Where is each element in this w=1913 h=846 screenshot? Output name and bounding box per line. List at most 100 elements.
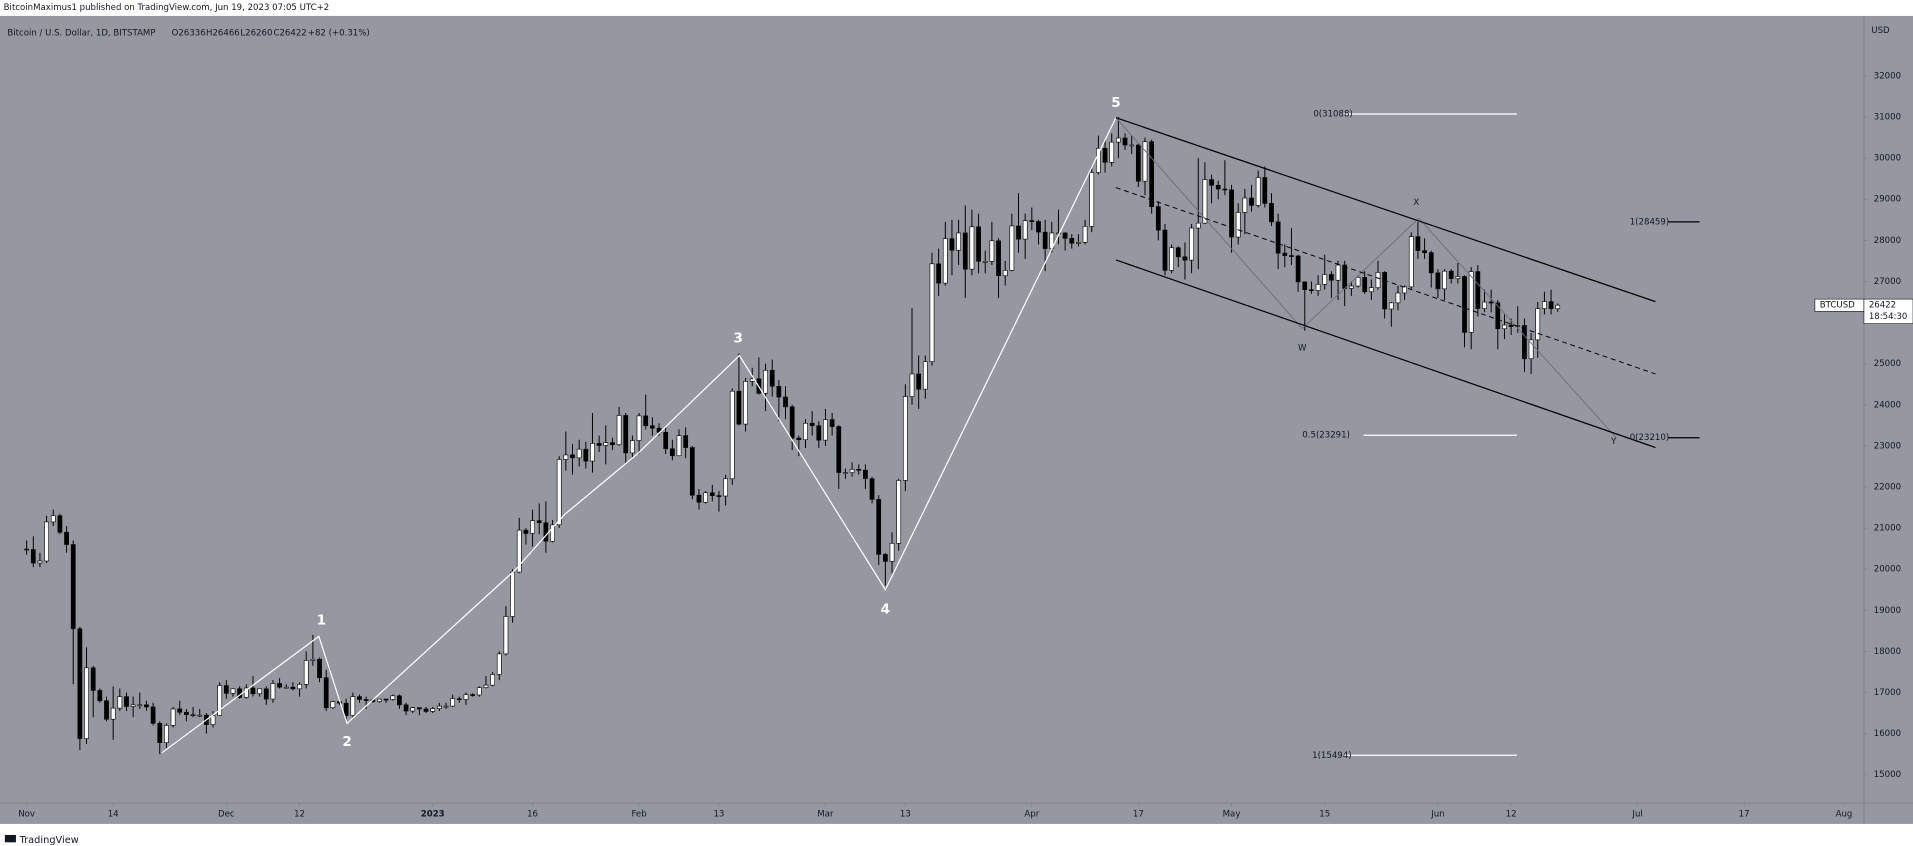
candle-body — [84, 667, 89, 739]
candle-body — [1269, 203, 1274, 223]
candle-body — [323, 677, 329, 709]
candle-body — [816, 425, 822, 441]
candle-body — [397, 695, 402, 706]
candle-body — [57, 515, 63, 533]
candle-body — [1036, 221, 1041, 233]
candle-body — [736, 390, 742, 425]
candle-body — [277, 683, 282, 688]
wave-label: 4 — [881, 601, 890, 617]
candle-body — [1175, 247, 1181, 258]
legend-close: C26422 — [273, 29, 306, 39]
candle-body — [377, 698, 382, 702]
candle-body — [1182, 256, 1188, 261]
candle-body — [1062, 232, 1068, 239]
candle-body — [669, 448, 675, 457]
y-tick-label: 16000 — [1874, 729, 1901, 739]
candle-body — [1275, 221, 1281, 254]
y-tick-label: 19000 — [1874, 606, 1901, 616]
x-tick-label: Jun — [1430, 810, 1444, 820]
footer: TradingView — [19, 835, 79, 846]
candle-body — [982, 261, 988, 263]
header: BitcoinMaximus1 published on TradingView… — [4, 3, 330, 13]
candle-body — [124, 696, 129, 707]
candle-body — [310, 658, 316, 661]
candle-body — [410, 707, 416, 712]
candle-body — [450, 698, 456, 707]
candle-body — [1329, 274, 1334, 281]
footer-logo: TradingView — [4, 835, 79, 846]
candle-body — [1029, 220, 1035, 222]
candle-body — [729, 390, 735, 480]
candle-body — [896, 480, 902, 544]
x-tick-label: 17 — [1133, 810, 1144, 820]
candle-body — [77, 628, 83, 739]
candle-body — [1309, 289, 1314, 291]
x-tick-label: 16 — [527, 810, 538, 820]
candle-body — [1155, 206, 1161, 231]
candle-body — [603, 442, 609, 446]
x-tick-label: 17 — [1739, 810, 1750, 820]
candle-body — [869, 478, 875, 500]
plot-background — [0, 15, 1913, 824]
candle-body — [1109, 141, 1115, 163]
candle-body — [683, 435, 689, 448]
candle-body — [263, 688, 269, 700]
candle-body — [703, 492, 709, 503]
candle-body — [1442, 270, 1447, 290]
price-tag-price: 26422 — [1869, 301, 1896, 311]
candle-body — [976, 226, 981, 262]
candle-body — [1408, 236, 1414, 288]
candle-body — [190, 714, 196, 717]
candle-body — [1375, 272, 1381, 288]
candle-body — [709, 492, 715, 496]
candle-body — [1502, 324, 1507, 330]
candle-body — [50, 515, 56, 523]
candle-body — [696, 494, 702, 503]
candle-body — [789, 406, 795, 439]
candle-body — [623, 415, 629, 454]
candle-body — [796, 437, 802, 441]
candle-body — [516, 529, 522, 573]
channel-upper — [1115, 117, 1656, 303]
candle-body — [1315, 284, 1321, 291]
candle-body — [829, 419, 835, 427]
candle-body — [436, 705, 442, 709]
candle-body — [483, 684, 489, 688]
y-axis-label: USD — [1871, 26, 1890, 36]
y-tick-label: 15000 — [1874, 770, 1901, 780]
candle-body — [1295, 255, 1301, 283]
candle-body — [44, 521, 49, 562]
candle-body — [1548, 301, 1554, 309]
candle-body — [1149, 141, 1155, 207]
candle-body — [1455, 276, 1461, 279]
candle-body — [1235, 212, 1241, 238]
candle-body — [1209, 179, 1214, 186]
candle-body — [743, 381, 748, 425]
candle-body — [536, 520, 542, 524]
candle-body — [843, 472, 848, 474]
candle-body — [716, 495, 722, 497]
candle-body — [243, 687, 249, 698]
candle-body — [576, 448, 582, 459]
candle-body — [1249, 197, 1254, 206]
candle-body — [24, 548, 29, 551]
candle-body — [1242, 197, 1248, 213]
candle-body — [1355, 277, 1361, 287]
price-tag-symbol: BTCUSD — [1820, 301, 1855, 311]
candle-body — [1222, 188, 1228, 191]
candle-body — [650, 425, 655, 429]
candle-body — [1395, 292, 1401, 304]
candle-body — [949, 238, 955, 251]
candle-body — [456, 698, 462, 700]
candle-body — [783, 396, 788, 408]
candle-body — [184, 711, 189, 716]
candle-body — [530, 520, 535, 534]
candle-body — [170, 708, 176, 726]
candle-body — [283, 686, 289, 689]
y-tick-label: 25000 — [1874, 359, 1901, 369]
candle-body — [809, 422, 815, 427]
candle-body — [769, 369, 775, 387]
candle-body — [1335, 264, 1341, 281]
wave-label: 3 — [734, 330, 743, 346]
